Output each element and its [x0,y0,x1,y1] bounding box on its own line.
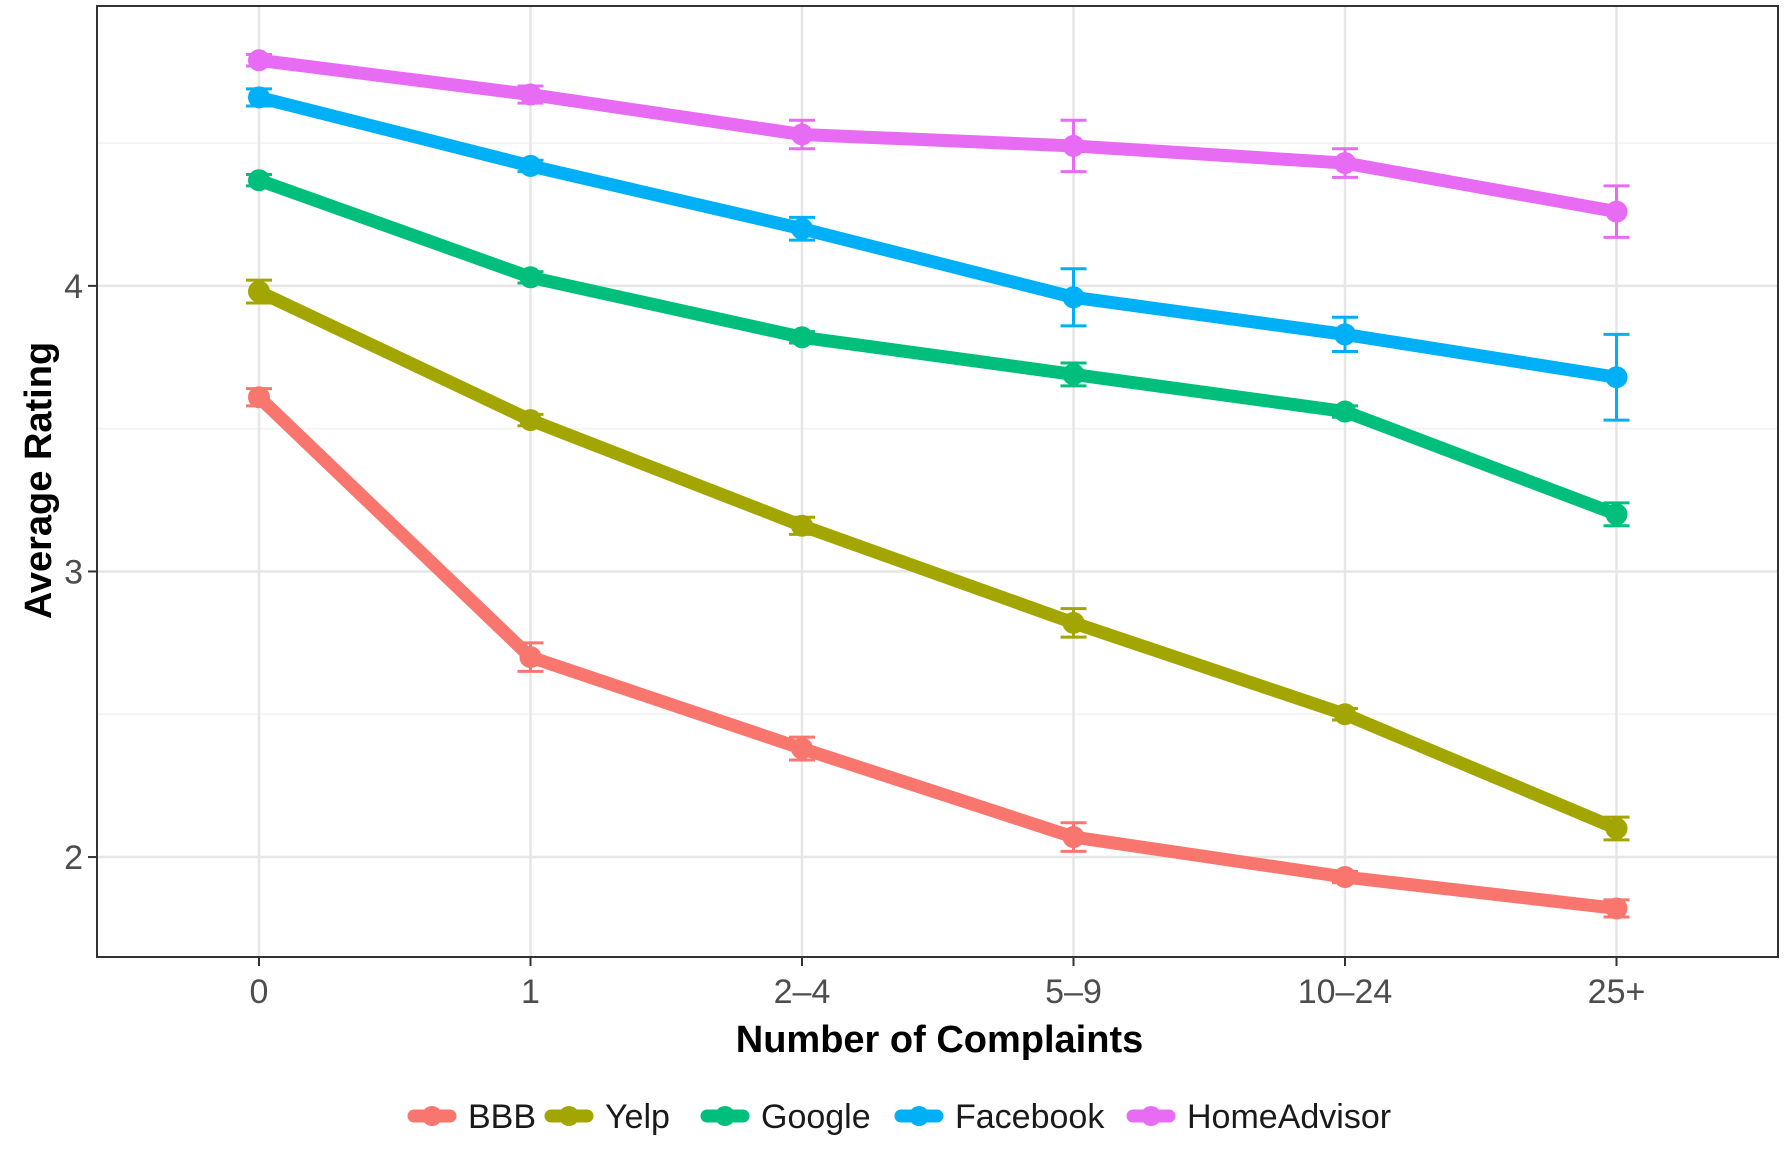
y-axis-title: Average Rating [18,342,60,619]
series-line-homeadvisor [252,53,1623,219]
series-facebook [246,86,1630,422]
series-google [246,169,1630,528]
data-point [519,409,542,432]
series-group [246,49,1630,920]
legend-item-facebook: Facebook [894,1098,1105,1136]
legend-item-google: Google [700,1098,871,1136]
data-point [1334,400,1356,423]
data-point [1334,152,1356,175]
legend-item-yelp: Yelp [544,1098,670,1136]
data-point [1062,286,1085,309]
data-point [248,386,270,409]
data-point [1062,826,1085,849]
legend-label: HomeAdvisor [1187,1098,1391,1136]
data-point [791,737,813,760]
data-point [1605,817,1628,840]
data-point [1334,866,1356,889]
x-tick-label: 2–4 [774,973,831,1011]
legend-key-point [422,1106,442,1126]
data-point [1605,503,1628,526]
series-line-google [252,173,1623,521]
data-point [519,266,542,289]
axes: 2 3 4 0 1 2–4 5–9 10–24 25+ [64,268,1645,1011]
x-tick-label: 10–24 [1298,973,1393,1011]
x-tick-label: 25+ [1588,973,1646,1011]
series-bbb [246,386,1630,920]
data-point [1605,200,1628,223]
data-point [248,49,270,72]
x-tick-label: 0 [250,973,269,1011]
data-point [791,514,813,537]
legend-key-point [715,1106,735,1126]
series-line-bbb [252,390,1623,915]
data-point [1062,134,1085,157]
data-point [1334,323,1356,346]
data-point [791,217,813,240]
data-point [1062,363,1085,386]
data-point [248,169,270,192]
legend-item-homeadvisor: HomeAdvisor [1126,1098,1391,1136]
y-tick-label: 3 [64,553,83,591]
legend-label: Facebook [955,1098,1105,1136]
data-point [519,83,542,106]
legend-key-point [909,1106,929,1126]
data-point [1605,366,1628,389]
data-point [1334,703,1356,726]
data-point [248,86,270,109]
legend: BBB Yelp Google Facebook HomeAdvisor [407,1098,1391,1136]
data-point [791,326,813,349]
x-tick-label: 1 [521,973,540,1011]
legend-label: BBB [468,1098,536,1136]
legend-label: Google [761,1098,871,1136]
data-point [519,646,542,669]
y-tick-label: 4 [64,268,83,306]
series-yelp [246,278,1630,842]
data-point [1605,897,1628,920]
legend-label: Yelp [605,1098,670,1136]
legend-key-point [559,1106,579,1126]
data-point [791,123,813,146]
x-axis-title: Number of Complaints [736,1019,1143,1061]
series-homeadvisor [246,49,1630,239]
x-tick-label: 5–9 [1045,973,1102,1011]
series-line-facebook [252,90,1623,384]
legend-item-bbb: BBB [407,1098,536,1136]
data-point [519,154,542,177]
series-line-yelp [252,285,1623,835]
data-point [248,280,270,303]
legend-key-point [1141,1106,1161,1126]
y-tick-label: 2 [64,839,83,877]
data-point [1062,611,1085,634]
plot-panel-border [96,5,1779,958]
